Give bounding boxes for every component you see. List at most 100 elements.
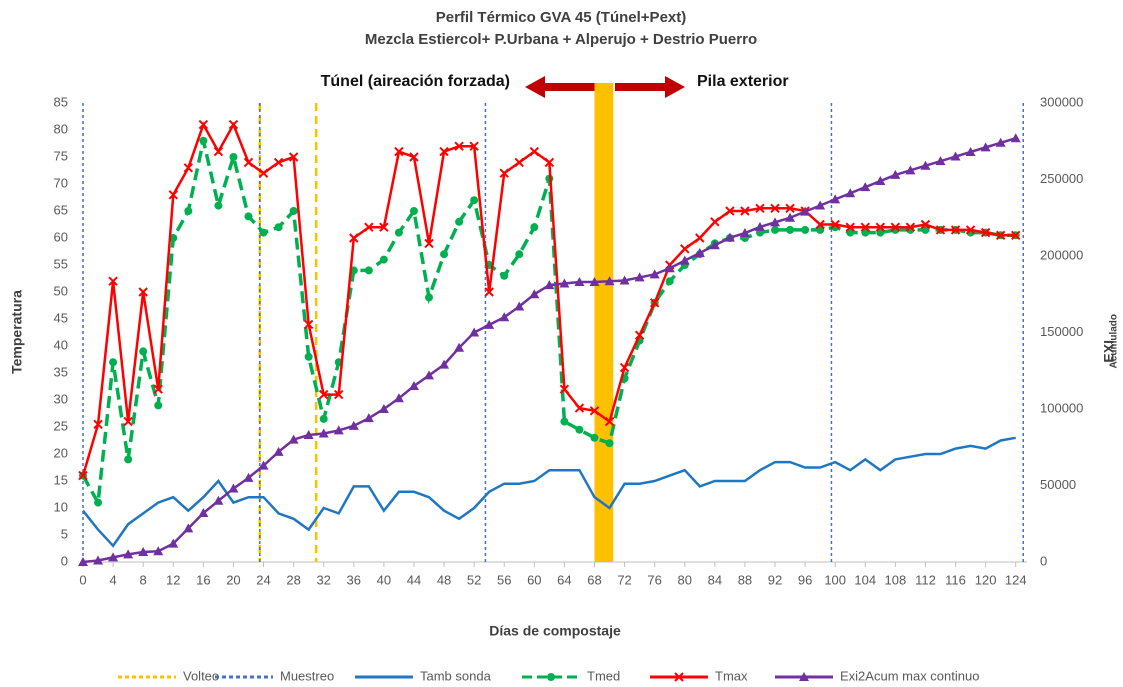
y-tick-label: 45	[54, 310, 68, 325]
y2-tick-label: 50000	[1040, 477, 1076, 492]
point	[364, 222, 374, 232]
point	[604, 276, 615, 286]
point	[123, 549, 134, 559]
point	[288, 434, 299, 444]
legend-label: Muestreo	[280, 668, 334, 683]
arrow-left	[525, 76, 595, 98]
point	[93, 419, 103, 430]
chart-subtitle: Mezcla Estiercol+ P.Urbana + Alperujo + …	[365, 31, 757, 48]
y-tick-label: 55	[54, 256, 68, 271]
point	[303, 319, 314, 330]
point	[123, 416, 133, 427]
y2-tick-label: 300000	[1040, 94, 1083, 109]
point	[530, 223, 539, 232]
point	[935, 156, 946, 166]
point	[439, 146, 449, 157]
point	[995, 137, 1006, 147]
series-line	[81, 121, 1016, 476]
point	[771, 225, 780, 234]
point	[454, 141, 464, 151]
point	[559, 278, 570, 288]
point	[303, 430, 314, 440]
point	[304, 352, 313, 361]
x-tick-label: 52	[467, 572, 481, 587]
point	[259, 228, 268, 237]
point	[213, 495, 224, 505]
point	[830, 194, 841, 204]
x-tick-label: 20	[226, 572, 240, 587]
y-tick-label: 75	[54, 148, 68, 163]
point	[590, 433, 599, 442]
y2-axis-title-sub: Acumulado	[1109, 314, 1120, 368]
point	[469, 327, 480, 337]
y2-tick-label: 100000	[1040, 400, 1083, 415]
point	[920, 219, 931, 230]
point	[198, 119, 209, 130]
point	[695, 233, 705, 243]
point	[213, 146, 224, 157]
x-tick-label: 100	[824, 572, 846, 587]
point	[575, 425, 584, 434]
x-tick-label: 56	[497, 572, 511, 587]
point	[484, 319, 495, 329]
point	[454, 342, 465, 352]
x-tick-label: 76	[647, 572, 661, 587]
point	[815, 219, 825, 230]
point	[379, 222, 389, 232]
point	[634, 330, 645, 340]
x-tick-label: 36	[347, 572, 361, 587]
point	[409, 152, 419, 162]
point	[515, 250, 524, 259]
point	[469, 141, 479, 151]
point	[980, 227, 991, 238]
point	[484, 287, 494, 297]
annotation: Pila exterior	[697, 73, 789, 90]
point	[333, 425, 344, 435]
point	[108, 552, 119, 562]
y2-tick-label: 200000	[1040, 247, 1083, 262]
point	[724, 232, 735, 242]
point	[725, 206, 735, 216]
point	[439, 359, 450, 369]
x-tick-label: 116	[945, 572, 966, 587]
y-tick-label: 0	[61, 553, 68, 568]
point	[965, 225, 976, 235]
legend-label: Tmax	[715, 668, 748, 683]
point	[560, 417, 569, 426]
point	[408, 381, 419, 391]
y-tick-label: 50	[54, 283, 68, 298]
point	[754, 221, 765, 231]
y2-tick-label: 0	[1040, 553, 1047, 568]
point	[363, 413, 374, 423]
point	[634, 272, 645, 282]
y2-tick-label: 250000	[1040, 171, 1083, 186]
x-tick-label: 68	[587, 572, 601, 587]
point	[274, 223, 283, 232]
x-tick-label: 60	[527, 572, 541, 587]
point	[544, 280, 555, 290]
point	[394, 146, 404, 157]
point	[544, 157, 555, 168]
point	[770, 203, 780, 214]
point	[860, 182, 871, 192]
series-line	[82, 436, 1016, 548]
y-tick-label: 15	[54, 472, 68, 487]
x-axis-title: Días de compostaje	[489, 623, 621, 639]
point	[860, 222, 870, 232]
x-tick-label: 28	[286, 572, 300, 587]
series-line	[81, 140, 1016, 509]
point	[589, 406, 600, 416]
point	[589, 277, 600, 287]
y-axis-title: Temperatura	[9, 290, 25, 374]
point	[905, 165, 916, 175]
x-tick-label: 8	[140, 572, 147, 587]
point	[184, 207, 193, 215]
point	[920, 160, 931, 170]
point	[424, 370, 435, 380]
y-tick-label: 80	[54, 121, 68, 136]
point	[649, 298, 660, 308]
y-tick-label: 25	[54, 418, 68, 433]
x-tick-label: 72	[617, 572, 631, 587]
point	[529, 289, 540, 299]
